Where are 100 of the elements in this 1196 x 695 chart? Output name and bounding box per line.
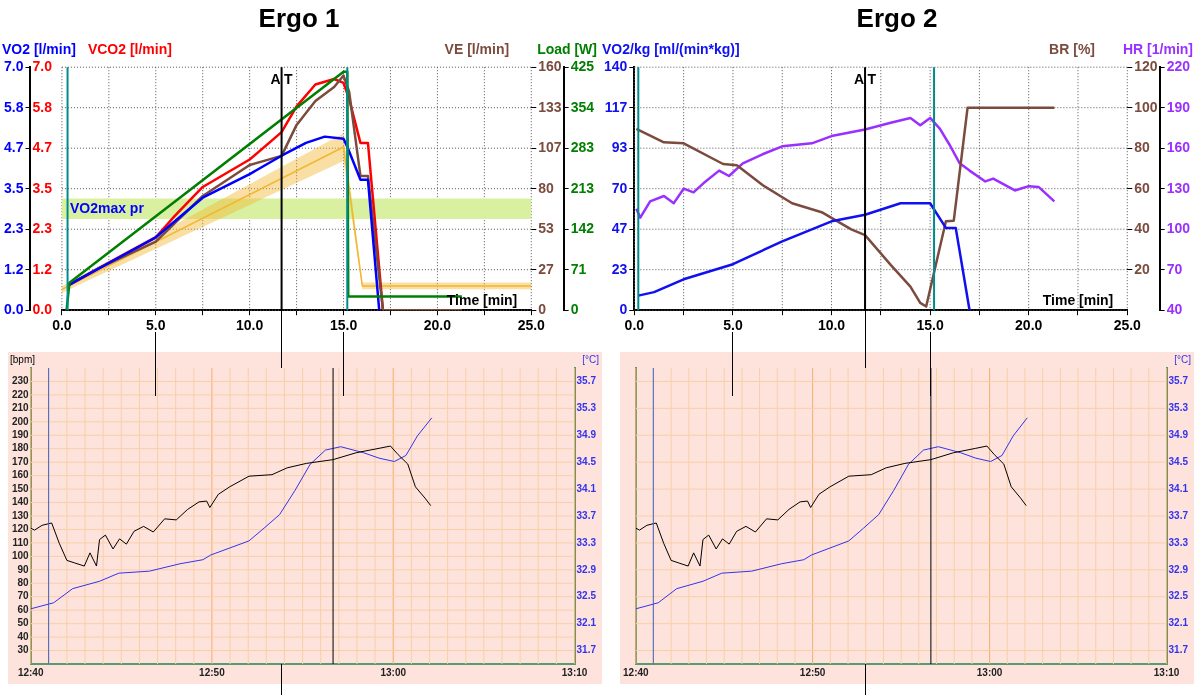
y2-tick-label: 35.3 xyxy=(576,402,597,414)
y2-tick-label: 34.9 xyxy=(576,429,597,441)
y2-tick-label: 80 xyxy=(1134,139,1151,156)
y2-tick-label: 80 xyxy=(538,179,555,196)
x-tick-label: 10.0 xyxy=(817,317,846,334)
y3-axis-title: HR [1/min] xyxy=(1123,41,1193,58)
y2-tick-label: 20 xyxy=(1134,260,1151,277)
y-tick-label: 60 xyxy=(17,603,30,615)
x-tick-label: 12:50 xyxy=(799,666,826,678)
text: VCO2 [l/min] xyxy=(87,41,172,58)
y-tick-label: 2.3 xyxy=(32,220,53,237)
y2-tick-label: 60 xyxy=(1134,179,1151,196)
y2-tick-label: 34.9 xyxy=(1168,429,1189,441)
y-tick-label: 23 xyxy=(611,260,628,277)
y-tick-label: 30 xyxy=(17,644,30,656)
y2-tick-label: 35.3 xyxy=(1168,402,1189,414)
y3-tick-label: 220 xyxy=(1166,58,1191,75)
y-tick-label: 5.8 xyxy=(32,98,53,115)
y-tick-label: 47 xyxy=(611,220,628,237)
x-tick-label: 13:10 xyxy=(1153,666,1180,678)
y-tick-label: 140 xyxy=(12,496,30,508)
y2-tick-label: 32.9 xyxy=(1168,563,1189,575)
y3-tick-label: 354 xyxy=(570,98,595,115)
x-tick-label: 12:40 xyxy=(623,666,650,678)
y3-tick-label: 142 xyxy=(570,220,595,237)
y3-tick-label: 190 xyxy=(1166,98,1191,115)
y-axis-title: VO2/kg [ml/(min*kg)] xyxy=(602,41,740,58)
x-tick-label: 13:10 xyxy=(561,666,588,678)
y-tick-label: 40 xyxy=(17,630,30,642)
x-tick-label: 13:00 xyxy=(976,666,1003,678)
y3-tick-label: 40 xyxy=(1166,301,1183,318)
y-tick-label: 70 xyxy=(17,590,30,602)
x-axis-title: Time [min] xyxy=(1042,292,1114,309)
ref-line-label: A T xyxy=(270,71,294,88)
y-tick-label: 170 xyxy=(12,455,30,467)
ref-line-label: A T xyxy=(854,71,877,88)
x-tick-label: 5.0 xyxy=(723,317,743,334)
x-tick-label: 12:40 xyxy=(17,666,44,678)
x-tick-label: 20.0 xyxy=(423,317,452,334)
y-axis-title: VO2 [l/min] xyxy=(2,41,76,58)
x-tick-label: 0.0 xyxy=(52,317,72,334)
y2-tick-label: 160 xyxy=(538,58,562,75)
y-tick-label: 4.7 xyxy=(32,139,53,156)
band-label: VO2max pr xyxy=(69,199,145,216)
y2-tick-label: 34.1 xyxy=(1168,482,1189,494)
y2-tick-label: 107 xyxy=(538,139,562,156)
x-tick-label: 5.0 xyxy=(146,317,166,334)
y-axis-title: [bpm] xyxy=(10,353,36,365)
y2-tick-label: 34.5 xyxy=(1168,455,1189,467)
y-tick-label: 220 xyxy=(12,388,30,400)
y3-tick-label: 283 xyxy=(570,139,595,156)
y2-tick-label: 27 xyxy=(538,260,555,277)
y3-tick-label: 160 xyxy=(1166,139,1191,156)
y2-tick-label: 31.7 xyxy=(1168,644,1189,656)
y2-tick-label: 32.5 xyxy=(576,590,597,602)
x-tick-label: 25.0 xyxy=(517,317,546,334)
y2-tick-label: 40 xyxy=(1134,220,1151,237)
y2-tick-label: 33.7 xyxy=(1168,509,1189,521)
y2-tick-label: 33.3 xyxy=(576,536,597,548)
y-tick-label: 230 xyxy=(12,375,30,387)
x-axis-title: Time [min] xyxy=(446,292,518,309)
y2-tick-label: 53 xyxy=(538,220,555,237)
x-tick-label: 25.0 xyxy=(1113,317,1142,334)
x-tick-label: 13:00 xyxy=(380,666,407,678)
y2-axis-title: BR [%] xyxy=(1049,41,1095,58)
y3-axis-title: Load [W] xyxy=(537,41,597,58)
y2-tick-label: 35.7 xyxy=(576,375,597,387)
x-tick-label: 20.0 xyxy=(1015,317,1043,334)
x-tick-label: 0.0 xyxy=(624,317,645,334)
y2-tick-label: 34.1 xyxy=(576,482,597,494)
y2-tick-label: 133 xyxy=(538,98,562,115)
y-tick-label: 70 xyxy=(611,179,628,196)
chart-title: Ergo 2 xyxy=(856,2,938,33)
x-tick-label: 10.0 xyxy=(236,317,264,334)
y-tick-label: 200 xyxy=(12,415,30,427)
y3-tick-label: 213 xyxy=(570,179,595,196)
y2-tick-label: 31.7 xyxy=(576,644,597,656)
y-tick-label: 0.0 xyxy=(32,301,53,318)
y-tick-label: 190 xyxy=(12,429,30,441)
y3-tick-label: 100 xyxy=(1166,220,1191,237)
y3-tick-label: 425 xyxy=(570,58,595,75)
y2-tick-label: 0 xyxy=(538,301,547,318)
y-tick-label: 7.0 xyxy=(32,58,53,75)
y-tick-label: 93 xyxy=(611,139,628,156)
y-tick-label: 140 xyxy=(604,58,628,75)
y2-axis-title: [°C] xyxy=(1174,353,1192,365)
y2-tick-label: 32.1 xyxy=(576,617,597,629)
y2-tick-label: 35.7 xyxy=(1168,375,1189,387)
y2-tick-label: 120 xyxy=(1134,58,1158,75)
y-tick-label: 100 xyxy=(12,550,30,562)
x-tick-label: 12:50 xyxy=(199,666,226,678)
y-tick-label: 180 xyxy=(12,442,30,454)
y-tick-label: 0 xyxy=(619,301,628,318)
y2-tick-label: 32.9 xyxy=(576,563,597,575)
y-tick-label: 150 xyxy=(12,482,30,494)
y2-axis-title: [°C] xyxy=(582,353,600,365)
y2-axis-title: VE [l/min] xyxy=(444,41,510,58)
chart-title: Ergo 1 xyxy=(258,2,340,33)
y3-tick-label: 0 xyxy=(570,301,579,318)
y-tick-label: 117 xyxy=(604,98,628,115)
